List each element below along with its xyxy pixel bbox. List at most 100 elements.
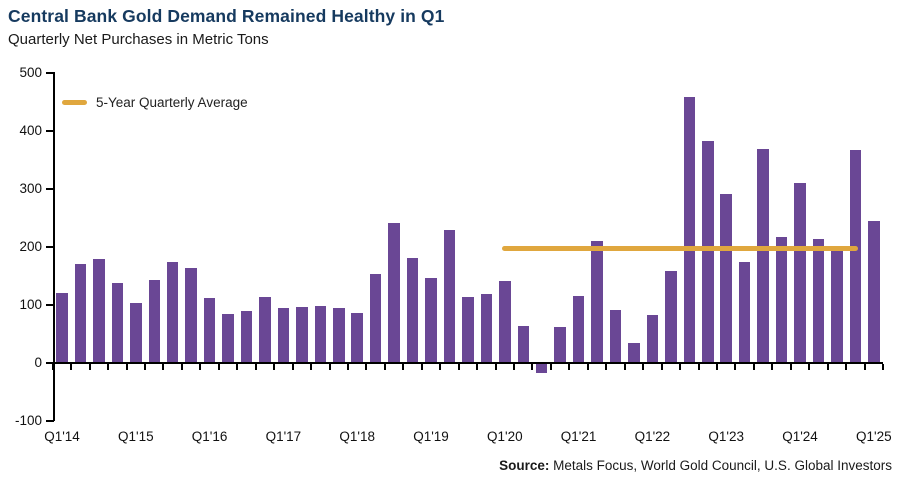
x-tick xyxy=(642,364,645,370)
bar xyxy=(646,314,659,363)
bar xyxy=(388,222,400,363)
x-tick xyxy=(494,364,497,370)
x-tick xyxy=(679,364,682,370)
x-tick-label: Q1'23 xyxy=(708,429,744,444)
x-tick-label: Q1'17 xyxy=(265,429,302,444)
bar xyxy=(572,295,585,363)
x-tick xyxy=(789,364,792,370)
y-tick-label: 0 xyxy=(34,355,42,370)
bar xyxy=(775,236,788,363)
y-tick-label: 400 xyxy=(19,123,42,138)
bar xyxy=(554,327,566,363)
x-tick xyxy=(845,364,848,370)
bar xyxy=(443,229,456,363)
average-line xyxy=(501,246,859,252)
x-tick xyxy=(273,364,276,370)
x-tick-label: Q1'14 xyxy=(44,429,80,444)
bar xyxy=(794,182,806,363)
bar xyxy=(240,311,253,363)
bar xyxy=(591,240,603,363)
bar xyxy=(333,307,345,363)
bar xyxy=(462,296,474,363)
bar xyxy=(665,270,677,363)
y-tick xyxy=(46,420,54,422)
bar xyxy=(166,262,179,363)
source-note: Source: Metals Focus, World Gold Council… xyxy=(499,458,892,473)
x-tick xyxy=(88,364,91,370)
legend-label: 5-Year Quarterly Average xyxy=(96,95,248,110)
bar xyxy=(757,148,769,363)
bar xyxy=(56,293,68,363)
x-tick xyxy=(531,364,534,370)
x-tick xyxy=(217,364,220,370)
average-line-swatch-icon xyxy=(62,100,87,105)
x-tick xyxy=(51,364,54,370)
x-tick xyxy=(457,364,460,370)
x-tick xyxy=(365,364,368,370)
x-tick xyxy=(697,364,700,370)
bar xyxy=(130,302,142,363)
x-tick xyxy=(402,364,405,370)
x-tick-label: Q1'16 xyxy=(191,429,228,444)
bar xyxy=(111,282,124,363)
x-tick xyxy=(734,364,737,370)
bar xyxy=(683,97,696,363)
bar xyxy=(628,342,640,363)
bar xyxy=(203,298,216,363)
x-tick xyxy=(144,364,147,370)
y-tick xyxy=(46,304,54,306)
x-tick xyxy=(383,364,386,370)
x-tick xyxy=(254,364,257,370)
x-tick xyxy=(771,364,774,370)
bar xyxy=(609,309,622,363)
x-tick-label: Q1'18 xyxy=(339,429,375,444)
y-tick-label: 300 xyxy=(19,181,42,196)
bar xyxy=(812,239,825,363)
x-tick-label: Q1'22 xyxy=(634,429,671,444)
x-tick xyxy=(70,364,73,370)
bar xyxy=(314,306,327,363)
source-prefix: Source: xyxy=(499,458,550,473)
x-tick xyxy=(162,364,165,370)
y-tick-label: 500 xyxy=(19,65,42,80)
x-tick xyxy=(586,364,589,370)
x-tick xyxy=(568,364,571,370)
bar xyxy=(868,221,880,363)
bar xyxy=(517,325,529,363)
bar xyxy=(406,258,419,363)
y-tick xyxy=(46,72,54,74)
bar xyxy=(702,141,714,363)
bar xyxy=(148,280,160,363)
chart-legend: 5-Year Quarterly Average xyxy=(62,95,248,110)
x-tick xyxy=(476,364,479,370)
bar xyxy=(277,308,290,363)
y-tick xyxy=(46,188,54,190)
x-tick xyxy=(236,364,239,370)
x-tick xyxy=(107,364,110,370)
y-axis xyxy=(53,72,55,421)
x-tick xyxy=(605,364,608,370)
x-tick xyxy=(513,364,516,370)
x-tick xyxy=(715,364,718,370)
x-tick xyxy=(125,364,128,370)
x-tick-label: Q1'25 xyxy=(855,429,892,444)
x-tick xyxy=(826,364,829,370)
source-text: Metals Focus, World Gold Council, U.S. G… xyxy=(549,458,892,473)
y-tick xyxy=(46,246,54,248)
x-tick xyxy=(863,364,866,370)
x-tick xyxy=(439,364,442,370)
page-title: Central Bank Gold Demand Remained Health… xyxy=(8,6,445,26)
bar xyxy=(535,363,548,373)
bar xyxy=(185,267,197,363)
x-tick xyxy=(199,364,202,370)
x-tick-label: Q1'15 xyxy=(117,429,154,444)
bar xyxy=(351,313,363,363)
x-tick xyxy=(623,364,626,370)
bar xyxy=(369,273,382,363)
x-tick xyxy=(346,364,349,370)
bar xyxy=(74,263,87,363)
bar xyxy=(831,245,843,363)
bar xyxy=(738,261,751,363)
